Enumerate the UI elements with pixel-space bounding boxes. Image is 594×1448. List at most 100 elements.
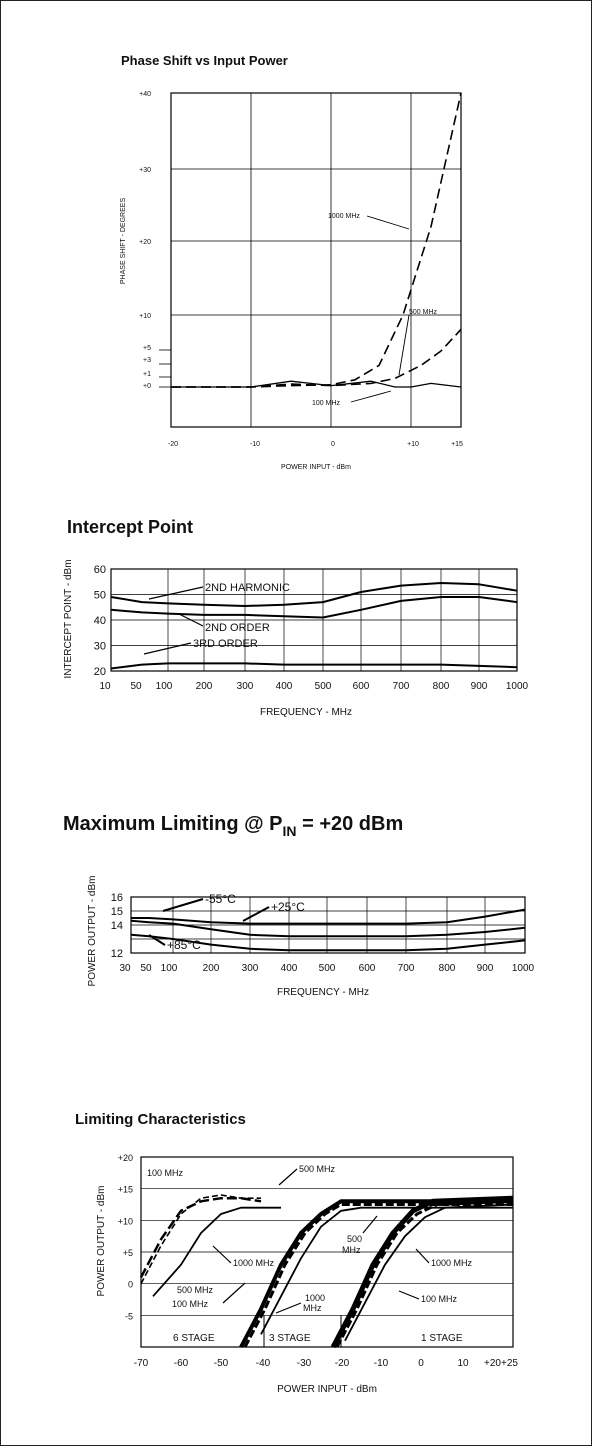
intercept-y-tick-label: 40 (94, 615, 106, 627)
max-limiting-x-tick-label: 800 (439, 963, 456, 974)
intercept-series-line (110, 582, 518, 607)
intercept-x-tick-label: 800 (433, 681, 450, 692)
limiting-char-series-label: 100 MHz (172, 1299, 209, 1309)
intercept-series-label: 2ND ORDER (205, 622, 270, 634)
limiting-char-series-line (344, 1203, 514, 1342)
phase-y-axis-label: PHASE SHIFT - DEGREES (120, 198, 127, 285)
phase-x-tick-label: 0 (331, 441, 335, 448)
intercept-series-line (110, 662, 518, 670)
limiting-char-x-tick-label: -40 (256, 1358, 271, 1369)
limiting-char-series-label: 500 (347, 1234, 362, 1244)
intercept-x-tick-label: 600 (353, 681, 370, 692)
limiting-char-series-label: MHz (342, 1245, 361, 1255)
max-limiting-y-tick-label: 14 (111, 920, 123, 932)
max-limiting-x-tick-label: 400 (281, 963, 298, 974)
max-limiting-y-axis-label: POWER OUTPUT - dBm (87, 876, 98, 987)
intercept-y-axis-label: INTERCEPT POINT - dBm (63, 559, 74, 678)
max-limiting-x-tick-label: 500 (319, 963, 336, 974)
limiting-char-x-tick-label: -30 (297, 1358, 312, 1369)
intercept-y-tick-label: 60 (94, 564, 106, 576)
limiting-char-series-line (330, 1195, 514, 1349)
intercept-label-leader (143, 642, 192, 655)
limiting-char-series-label: 100 MHz (421, 1294, 458, 1304)
limiting-char-stage-label: 6 STAGE (173, 1333, 215, 1344)
limiting-char-y-tick-label: 0 (128, 1280, 133, 1290)
intercept-y-tick-label: 30 (94, 641, 106, 653)
max-limiting-x-tick-label: 30 (119, 963, 131, 974)
max-limiting-title-sub: IN (282, 823, 297, 839)
intercept-series-label: 2ND HARMONIC (205, 582, 290, 594)
phase-y-tick-label: +3 (143, 357, 151, 364)
limiting-char-title: Limiting Characteristics (75, 1111, 246, 1128)
max-limiting-series-line (130, 933, 526, 952)
limiting-char-series-label: 500 MHz (177, 1285, 214, 1295)
limiting-char-series-label: 1000 (305, 1293, 325, 1303)
limiting-char-label-leader (278, 1168, 298, 1186)
phase-shift-chart: +40 +30 +20 +10 +5 +3 +1 +0 -20 -10 0 +10 +15 POWER I… (120, 91, 463, 471)
max-limiting-x-tick-label: 700 (398, 963, 415, 974)
phase-x-tick-label: -20 (168, 441, 178, 448)
intercept-x-tick-label: 300 (237, 681, 254, 692)
limiting-char-series-label: 1000 MHz (233, 1258, 275, 1268)
limiting-char-x-tick-label: 10 (457, 1358, 469, 1369)
max-limiting-label-leader (162, 898, 204, 912)
phase-y-tick-label: +10 (139, 313, 151, 320)
phase-series-label: 100 MHz (312, 400, 341, 407)
phase-x-tick-label: +10 (407, 441, 419, 448)
phase-label-leader (366, 215, 410, 230)
limiting-char-series-line (260, 1206, 513, 1335)
intercept-y-tick-label: 20 (94, 666, 106, 678)
intercept-x-tick-label: 400 (276, 681, 293, 692)
limiting-char-y-axis-label: POWER OUTPUT - dBm (96, 1186, 107, 1297)
max-limiting-title: Maximum Limiting @ PIN = +20 dBm (63, 813, 404, 839)
max-limiting-y-tick-label: 12 (111, 948, 123, 960)
phase-y-tick-label: +30 (139, 167, 151, 174)
limiting-char-series-line (239, 1199, 513, 1348)
phase-y-tick-label: +5 (143, 345, 151, 352)
intercept-x-tick-label: 50 (130, 681, 142, 692)
limiting-char-label-leader (275, 1302, 302, 1314)
intercept-label-leader (178, 613, 204, 627)
limiting-char-series-line (139, 1196, 262, 1278)
intercept-y-tick-label: 50 (94, 590, 106, 602)
limiting-char-x-tick-label: 0 (418, 1358, 424, 1369)
intercept-label-leader (148, 586, 204, 600)
max-limiting-x-tick-label: 200 (203, 963, 220, 974)
max-limiting-series-label: +25°C (271, 900, 305, 914)
limiting-char-series-line (335, 1199, 514, 1348)
max-limiting-x-tick-label: 900 (477, 963, 494, 974)
intercept-x-tick-label: 1000 (506, 681, 529, 692)
phase-label-leader (398, 314, 410, 376)
phase-y-tick-label: +1 (143, 371, 151, 378)
limiting-char-series-label: 500 MHz (299, 1164, 336, 1174)
max-limiting-label-leader (148, 934, 166, 946)
max-limiting-x-tick-label: 50 (140, 963, 152, 974)
intercept-x-tick-label: 200 (196, 681, 213, 692)
limiting-char-x-tick-label: -10 (374, 1358, 389, 1369)
phase-x-axis-label: POWER INPUT - dBm (281, 464, 351, 471)
max-limiting-x-tick-label: 100 (161, 963, 178, 974)
max-limiting-title-tail: = +20 dBm (296, 813, 404, 835)
limiting-char-series-label: MHz (303, 1303, 322, 1313)
phase-plot-frame (170, 92, 462, 428)
limiting-char-x-tick-label: -50 (214, 1358, 229, 1369)
phase-series-line (171, 380, 462, 388)
intercept-x-tick-label: 500 (315, 681, 332, 692)
limiting-char-stage-label: 1 STAGE (421, 1333, 463, 1344)
phase-x-tick-label: -10 (250, 441, 260, 448)
limiting-char-x-tick-label: -60 (174, 1358, 189, 1369)
max-limiting-label-leader (242, 906, 270, 922)
limiting-char-label-leader (212, 1245, 232, 1264)
limiting-char-y-tick-label: +20 (118, 1153, 133, 1163)
intercept-chart-title: Intercept Point (67, 517, 194, 537)
intercept-series-line (110, 596, 518, 619)
max-limiting-x-tick-label: 300 (242, 963, 259, 974)
limiting-char-y-tick-label: -5 (125, 1311, 133, 1321)
max-limiting-title-main: Maximum Limiting @ P (63, 813, 283, 835)
max-limiting-y-tick-label: 15 (111, 906, 123, 918)
limiting-char-x-tick-label: -20 (335, 1358, 350, 1369)
limiting-char-y-tick-label: +10 (118, 1216, 133, 1226)
limiting-char-x-axis-label: POWER INPUT - dBm (277, 1384, 377, 1395)
